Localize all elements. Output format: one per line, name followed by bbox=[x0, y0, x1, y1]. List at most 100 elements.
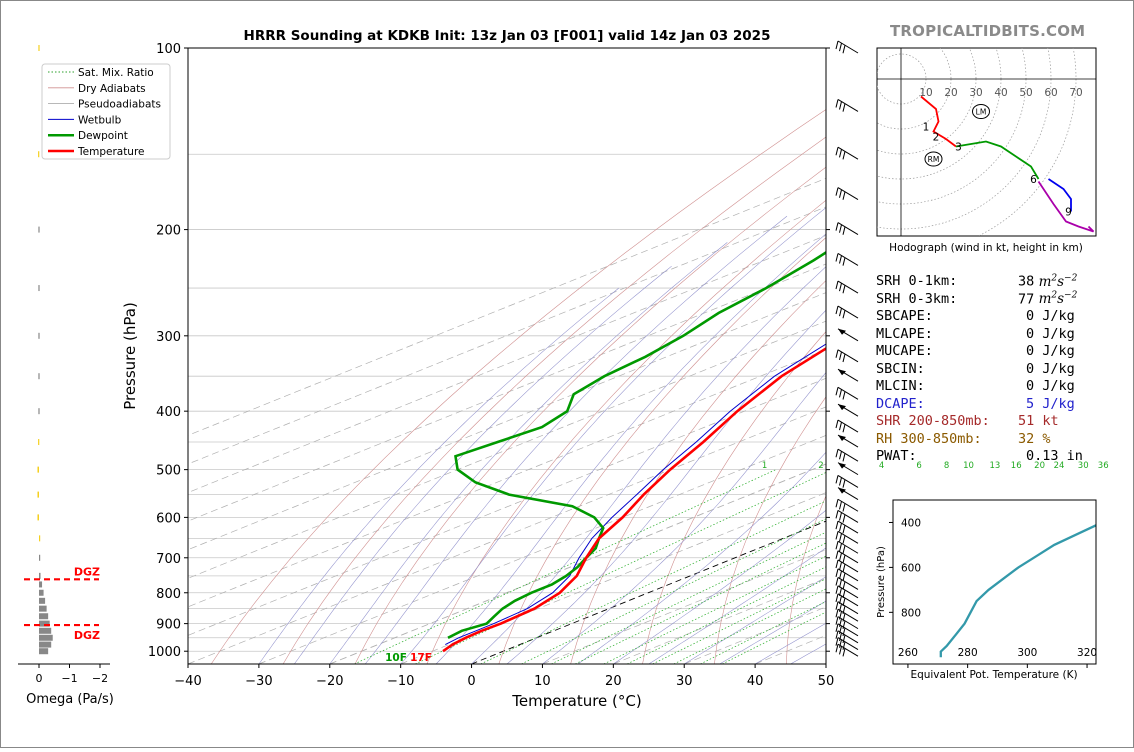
unit-exp-2: −2 bbox=[1064, 273, 1077, 283]
omega-bar bbox=[39, 555, 40, 561]
stat-label: SBCIN: bbox=[876, 361, 925, 377]
y-tick-label: 500 bbox=[156, 464, 181, 479]
surface-dewpoint-label: 10F bbox=[385, 652, 407, 664]
mixing-ratio-label: 6 bbox=[916, 461, 921, 471]
mixing-ratio-label: 8 bbox=[944, 461, 949, 471]
y-axis-label: Pressure (hPa) bbox=[121, 302, 139, 410]
mixing-ratio-label: 13 bbox=[989, 461, 1000, 471]
stat-label: DCAPE: bbox=[876, 396, 925, 412]
omega-bar bbox=[39, 598, 45, 604]
theta-e-y-tick-label: 400 bbox=[901, 517, 921, 529]
dgz-label: DGZ bbox=[74, 629, 100, 642]
x-tick-label: 10 bbox=[534, 674, 551, 689]
hodograph-caption: Hodograph (wind in kt, height in km) bbox=[889, 242, 1083, 254]
legend-label: Wetbulb bbox=[78, 114, 122, 126]
mixing-ratio-label: 36 bbox=[1098, 461, 1109, 471]
omega-bar bbox=[39, 535, 40, 541]
stat-label: RH 300-850mb: bbox=[876, 431, 982, 447]
chart-legend: Sat. Mix. Ratio Dry Adiabats Pseudoadiabat… bbox=[42, 64, 170, 159]
omega-bar bbox=[37, 492, 39, 498]
x-tick-label: −20 bbox=[316, 674, 343, 689]
omega-tick-label: −2 bbox=[92, 672, 108, 685]
stat-label: MUCAPE: bbox=[876, 343, 933, 359]
y-tick-label: 100 bbox=[156, 42, 181, 57]
omega-bar bbox=[37, 467, 39, 473]
hodograph-height-label: 1 bbox=[923, 122, 930, 134]
surface-temperature-label: 17F bbox=[410, 652, 432, 664]
hodograph-ring-label: 60 bbox=[1044, 87, 1057, 99]
stat-label: SBCAPE: bbox=[876, 308, 933, 324]
omega-bar bbox=[39, 628, 51, 634]
y-tick-label: 800 bbox=[156, 587, 181, 602]
x-axis-label: Temperature (°C) bbox=[511, 692, 641, 710]
stat-value: 77 m2s−2 bbox=[1018, 291, 1077, 308]
legend-label: Sat. Mix. Ratio bbox=[78, 67, 154, 79]
theta-e-x-tick-label: 320 bbox=[1077, 647, 1097, 659]
hodograph-ring-label: 50 bbox=[1019, 87, 1032, 99]
theta-e-y-tick-label: 600 bbox=[901, 562, 921, 574]
stat-value: 0.13 in bbox=[1026, 448, 1083, 464]
legend-label: Pseudoadiabats bbox=[78, 99, 161, 111]
theta-e-y-label: Pressure (hPa) bbox=[876, 546, 887, 618]
omega-bar bbox=[39, 590, 44, 596]
hodograph-ring-label: 30 bbox=[969, 87, 982, 99]
x-tick-label: −40 bbox=[174, 674, 201, 689]
stat-value: 38 m2s−2 bbox=[1018, 273, 1077, 290]
omega-bar bbox=[39, 606, 47, 612]
x-tick-label: −30 bbox=[245, 674, 272, 689]
hodograph-ring-label: 20 bbox=[944, 87, 957, 99]
stat-number: 38 bbox=[1018, 274, 1034, 290]
stat-label: MLCIN: bbox=[876, 378, 925, 394]
y-tick-label: 600 bbox=[156, 511, 181, 526]
mixing-ratio-label: 2 bbox=[818, 461, 823, 471]
unit-base: m bbox=[1039, 291, 1052, 307]
omega-bar bbox=[39, 642, 51, 648]
theta-e-x-tick-label: 280 bbox=[958, 647, 978, 659]
hodograph-height-label: 3 bbox=[955, 142, 962, 154]
omega-bar bbox=[38, 151, 39, 157]
theta-e-x-label: Equivalent Pot. Temperature (K) bbox=[910, 669, 1077, 681]
mixing-ratio-label: 1 bbox=[762, 461, 767, 471]
stat-value: 0 J/kg bbox=[1026, 326, 1075, 342]
stat-value: 0 J/kg bbox=[1026, 308, 1075, 324]
unit-base: m bbox=[1039, 274, 1052, 290]
y-tick-label: 300 bbox=[156, 330, 181, 345]
stat-label: MLCAPE: bbox=[876, 326, 933, 342]
stat-value: 5 J/kg bbox=[1026, 396, 1075, 412]
x-tick-label: 0 bbox=[467, 674, 475, 689]
stat-label: SHR 200-850mb: bbox=[876, 413, 990, 429]
stat-label: SRH 0-1km: bbox=[876, 273, 957, 289]
theta-e-x-tick-label: 300 bbox=[1017, 647, 1037, 659]
unit-exp-2: −2 bbox=[1064, 291, 1077, 301]
chart-title: HRRR Sounding at KDKB Init: 13z Jan 03 [… bbox=[244, 28, 771, 44]
omega-bar bbox=[38, 285, 39, 291]
unit-mid: s bbox=[1057, 291, 1064, 307]
hodograph-ring-label: 40 bbox=[994, 87, 1007, 99]
stat-value: 0 J/kg bbox=[1026, 343, 1075, 359]
hodograph-height-label: 2 bbox=[933, 132, 940, 144]
stat-label: PWAT: bbox=[876, 448, 917, 464]
omega-bar bbox=[39, 581, 42, 587]
dgz-label: DGZ bbox=[74, 565, 100, 578]
omega-bar bbox=[37, 514, 39, 520]
legend-label: Dry Adiabats bbox=[78, 83, 146, 95]
omega-tick-label: 0 bbox=[36, 672, 43, 685]
omega-bar bbox=[38, 408, 39, 414]
mixing-ratio-label: 10 bbox=[963, 461, 974, 471]
x-tick-label: 50 bbox=[818, 674, 835, 689]
legend-label: Temperature bbox=[77, 146, 145, 158]
hodograph-height-label: 9 bbox=[1065, 207, 1072, 219]
x-tick-label: 40 bbox=[747, 674, 764, 689]
omega-bar bbox=[39, 573, 41, 579]
theta-e-y-tick-label: 800 bbox=[901, 607, 921, 619]
stat-value: 51 kt bbox=[1018, 413, 1059, 429]
hodograph-height-label: 6 bbox=[1030, 174, 1037, 186]
right-mover-label: RM bbox=[928, 155, 940, 164]
stat-number: 77 bbox=[1018, 291, 1034, 307]
omega-bar bbox=[39, 648, 48, 654]
x-tick-label: 20 bbox=[605, 674, 622, 689]
left-mover-label: LM bbox=[976, 108, 987, 117]
y-tick-label: 400 bbox=[156, 405, 181, 420]
